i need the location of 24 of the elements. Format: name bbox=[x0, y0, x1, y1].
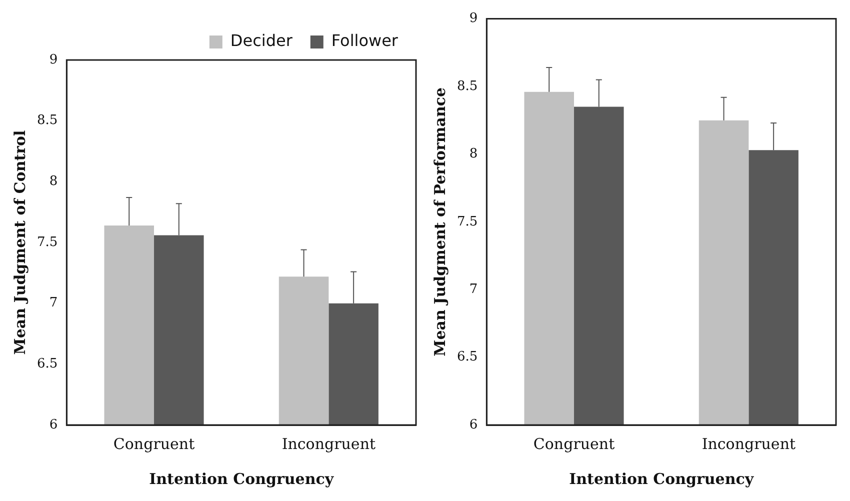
x-tick-label: Congruent bbox=[113, 434, 195, 453]
legend-label: Follower bbox=[331, 31, 398, 50]
y-tick-label: 7.5 bbox=[36, 234, 58, 250]
y-axis-title: Mean Judgment of Control bbox=[10, 130, 29, 355]
x-axis-title: Intention Congruency bbox=[569, 470, 755, 488]
y-tick-label: 7.5 bbox=[456, 214, 478, 230]
y-tick-label: 8 bbox=[49, 174, 58, 190]
y-tick-label: 6.5 bbox=[456, 350, 478, 365]
x-tick-label: Incongruent bbox=[282, 434, 376, 453]
y-tick-label: 8.5 bbox=[456, 78, 478, 94]
y-axis-title: Mean Judgment of Performance bbox=[430, 87, 449, 356]
x-axis-title: Intention Congruency bbox=[149, 470, 335, 488]
y-tick-label: 7 bbox=[469, 282, 478, 297]
x-tick-label: Congruent bbox=[533, 434, 615, 453]
y-tick-label: 6 bbox=[469, 417, 478, 432]
y-tick-label: 8.5 bbox=[36, 113, 58, 128]
y-tick-label: 9 bbox=[469, 11, 478, 26]
y-tick-label: 8 bbox=[469, 146, 478, 162]
legend-label: Decider bbox=[230, 31, 293, 50]
y-tick-label: 6 bbox=[49, 417, 58, 432]
y-tick-label: 7 bbox=[49, 296, 58, 311]
x-tick-label: Incongruent bbox=[702, 434, 796, 453]
y-tick-label: 6.5 bbox=[36, 356, 58, 372]
y-tick-label: 9 bbox=[49, 52, 58, 68]
